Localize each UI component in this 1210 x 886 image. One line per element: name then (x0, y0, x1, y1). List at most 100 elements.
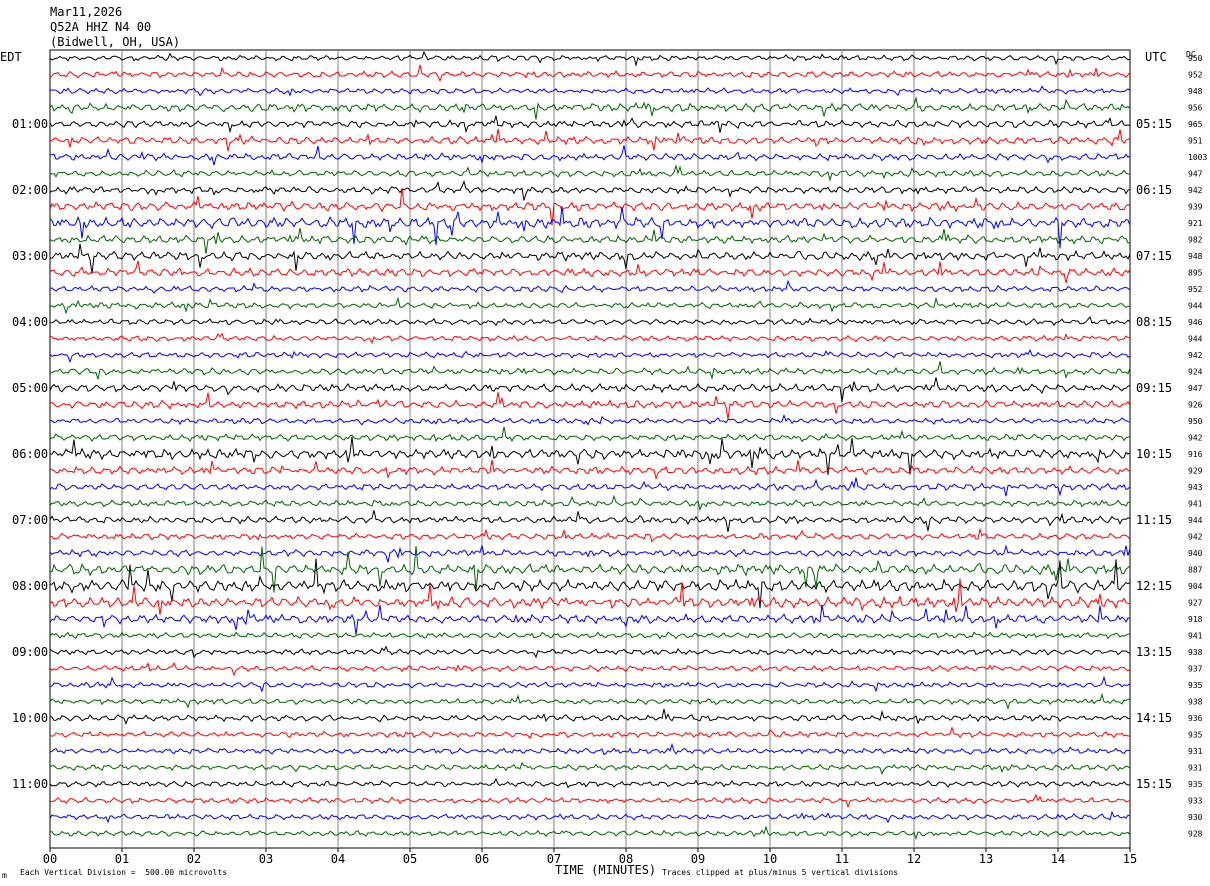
dc-offset-label: 935 (1188, 780, 1203, 789)
left-hour-label: 04:00 (12, 315, 48, 329)
trace-line (49, 675, 1131, 693)
dc-offset-label: 926 (1188, 401, 1203, 410)
trace-line (49, 692, 1131, 711)
trace-line (49, 436, 1131, 476)
trace-line (49, 348, 1131, 364)
dc-offset-label: 928 (1188, 830, 1203, 839)
dc-offset-label: 904 (1188, 582, 1203, 591)
trace-line (49, 810, 1131, 824)
dc-offset-label: 956 (1188, 104, 1203, 113)
dc-offset-label: 952 (1188, 71, 1203, 80)
trace-line (49, 296, 1130, 315)
right-hour-label: 08:15 (1136, 315, 1172, 329)
dc-offset-label: 938 (1188, 698, 1203, 707)
trace-line (49, 64, 1131, 83)
dc-offset-label: 950 (1188, 417, 1203, 426)
dc-offset-label: 935 (1188, 731, 1203, 740)
x-tick-label: 08 (619, 852, 633, 866)
dc-offset-label: 947 (1188, 384, 1203, 393)
trace-line (49, 392, 1131, 420)
trace-line (49, 243, 1131, 274)
left-hour-label: 07:00 (12, 513, 48, 527)
left-hour-label: 02:00 (12, 183, 48, 197)
dc-offset-label: 1003 (1188, 153, 1207, 162)
trace-line (49, 545, 1131, 593)
dc-offset-label: 982 (1188, 236, 1203, 245)
trace-line (49, 777, 1131, 789)
dc-offset-label: 935 (1188, 681, 1203, 690)
dc-offset-label: 944 (1188, 335, 1203, 344)
left-hour-label: 11:00 (12, 777, 48, 791)
x-axis-title: TIME (MINUTES) (555, 863, 657, 877)
trace-line (49, 426, 1131, 443)
dc-offset-label: 918 (1188, 615, 1203, 624)
dc-offset-label: 924 (1188, 368, 1203, 377)
trace-line (49, 115, 1131, 134)
header-location: (Bidwell, OH, USA) (50, 35, 181, 49)
right-hour-label: 14:15 (1136, 711, 1172, 725)
trace-line (49, 315, 1131, 327)
x-tick-label: 12 (907, 852, 921, 866)
corner-mark: m (2, 871, 7, 880)
trace-line (49, 188, 1131, 226)
x-tick-label: 13 (979, 852, 993, 866)
dc-offset-label: 942 (1188, 533, 1203, 542)
x-tick-label: 09 (691, 852, 705, 866)
right-timezone-label: UTC (1145, 50, 1167, 64)
right-hour-label: 15:15 (1136, 777, 1172, 791)
dc-offset-label: 944 (1188, 516, 1203, 525)
x-tick-label: 11 (835, 852, 849, 866)
dc-offset-label: 927 (1188, 599, 1203, 608)
dc-offset-label: 942 (1188, 434, 1203, 443)
x-tick-label: 03 (259, 852, 273, 866)
right-hour-label: 12:15 (1136, 579, 1172, 593)
trace-line (49, 742, 1131, 756)
trace-line (49, 578, 1131, 615)
trace-line (49, 477, 1131, 497)
plot-frame (49, 49, 1131, 849)
trace-line (49, 726, 1131, 740)
x-tick-label: 14 (1051, 852, 1065, 866)
dc-offset-label: 942 (1188, 186, 1203, 195)
dc-offset-label: 938 (1188, 648, 1203, 657)
dc-offset-label: 942 (1188, 351, 1203, 360)
left-hour-label: 08:00 (12, 579, 48, 593)
dc-offset-label: 944 (1188, 302, 1203, 311)
trace-line (49, 128, 1131, 152)
trace-line (49, 604, 1131, 635)
trace-line (49, 85, 1131, 97)
trace-line (49, 510, 1131, 533)
right-hour-label: 05:15 (1136, 117, 1172, 131)
trace-line (49, 661, 1131, 677)
header-date: Mar11,2026 (50, 5, 123, 19)
trace-line (49, 361, 1131, 381)
dc-offset-label: 940 (1188, 549, 1203, 558)
dc-offset-label: 943 (1188, 483, 1203, 492)
dc-offset-label: 941 (1188, 500, 1203, 509)
trace-line (49, 413, 1131, 426)
dc-offset-label: 939 (1188, 203, 1203, 212)
dc-offset-label: 921 (1188, 219, 1203, 228)
trace-line (49, 377, 1131, 402)
trace-line (49, 96, 1131, 120)
dc-offset-label: 931 (1188, 764, 1203, 773)
dc-offset-label: 951 (1188, 137, 1203, 146)
dc-offset-label: 941 (1188, 632, 1203, 641)
dc-offset-label: 948 (1188, 252, 1203, 261)
x-tick-label: 07 (547, 852, 561, 866)
left-hour-label: 03:00 (12, 249, 48, 263)
x-tick-label: 04 (331, 852, 345, 866)
left-hour-label: 10:00 (12, 711, 48, 725)
dc-offset-label: 946 (1188, 318, 1203, 327)
trace-line (49, 494, 1131, 512)
dc-offset-label: 948 (1188, 87, 1203, 96)
left-hour-label: 01:00 (12, 117, 48, 131)
trace-line (49, 50, 1131, 68)
x-tick-label: 00 (43, 852, 57, 866)
trace-line (49, 459, 1131, 481)
x-tick-label: 02 (187, 852, 201, 866)
right-hour-label: 10:15 (1136, 447, 1172, 461)
dc-offset-label: 952 (1188, 285, 1203, 294)
dc-offset-label: 916 (1188, 450, 1203, 459)
